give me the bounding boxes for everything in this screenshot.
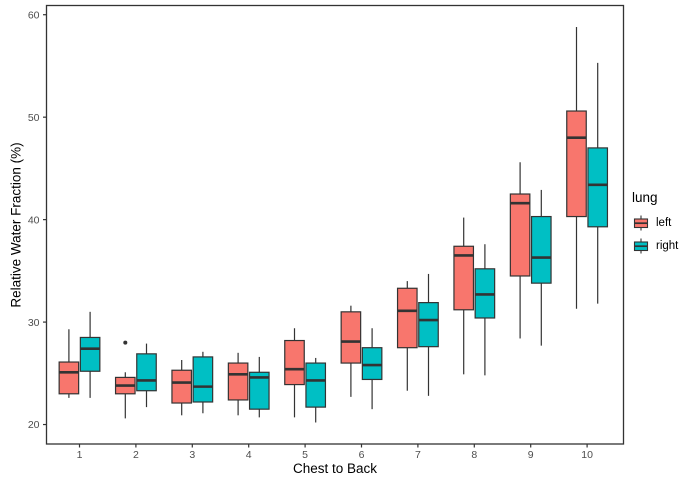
panel-border	[45, 4, 625, 445]
box-right-4	[248, 371, 270, 410]
x-tick-label: 8	[471, 449, 477, 461]
box-right-2	[136, 353, 157, 392]
box-right-9	[530, 215, 552, 284]
box-left-5	[284, 339, 305, 386]
box-left-7	[396, 287, 418, 349]
x-tick-label: 6	[359, 449, 365, 461]
box-left-6	[340, 311, 362, 364]
legend-title: lung	[632, 190, 658, 205]
x-tick-label: 5	[302, 449, 308, 461]
boxplot-key-icon	[633, 215, 649, 231]
legend: lung left right	[632, 190, 678, 260]
y-tick-label: 30	[28, 317, 40, 329]
box-left-4	[227, 362, 249, 401]
x-tick-label: 2	[133, 449, 139, 461]
boxplot-key-icon	[633, 238, 649, 254]
legend-entry-left: left	[632, 214, 678, 232]
box-right-5	[305, 362, 327, 408]
legend-entry-label: right	[656, 240, 679, 252]
x-axis-title: Chest to Back	[292, 461, 378, 476]
box-left-8	[453, 245, 475, 311]
x-tick-label: 1	[77, 449, 83, 461]
y-axis-title: Relative Water Fraction (%)	[8, 142, 24, 308]
x-tick-label: 3	[189, 449, 195, 461]
box-left-3	[171, 369, 193, 404]
y-tick-label: 20	[28, 419, 40, 431]
x-tick-label: 9	[528, 449, 534, 461]
y-tick-label: 50	[28, 112, 40, 124]
box-right-6	[361, 347, 383, 381]
box-left-1	[58, 361, 80, 395]
x-tick-label: 7	[415, 449, 421, 461]
x-tick-label: 4	[246, 449, 252, 461]
legend-entry-label: left	[656, 217, 672, 229]
outlier-point	[123, 340, 128, 345]
box-right-10	[587, 147, 609, 228]
box-right-1	[79, 336, 101, 372]
y-tick-label: 60	[28, 9, 40, 21]
x-tick-label: 10	[581, 449, 593, 461]
legend-entry-right: right	[632, 237, 678, 255]
box-left-10	[566, 110, 587, 218]
box-right-3	[192, 356, 214, 403]
box-left-9	[509, 193, 531, 277]
y-tick-label: 40	[28, 214, 40, 226]
box-right-7	[418, 302, 439, 348]
